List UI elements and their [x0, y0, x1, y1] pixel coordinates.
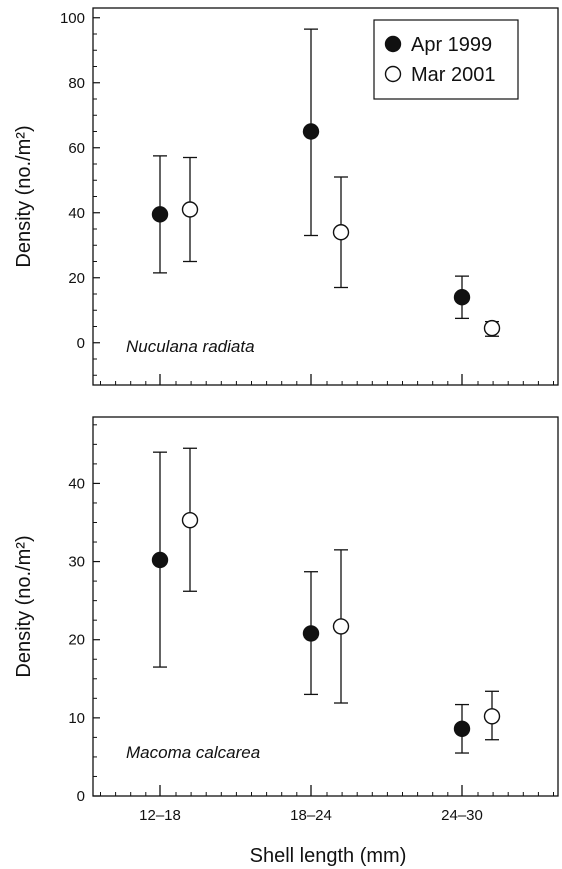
data-point-apr-1999	[302, 625, 320, 642]
y-tick-label: 80	[68, 75, 85, 92]
nuculana-panel: 0 20 40 60 80 100 Density (no./m²) Nuculana rad…	[13, 7, 559, 386]
data-point-apr-1999	[302, 123, 320, 140]
y-tick-label: 100	[60, 10, 85, 27]
data-point-mar-2001	[181, 201, 199, 218]
macoma-panel: 0 10 20 30 40 12–18 18–24 24–30 Density (no./m²)…	[13, 416, 559, 824]
x-axis-title: Shell length (mm)	[250, 845, 407, 867]
data-point-apr-1999	[453, 289, 471, 306]
y-tick-label: 40	[68, 475, 85, 492]
y-axis-title: Density (no./m²)	[13, 535, 35, 677]
legend-marker-apr-1999	[384, 35, 402, 53]
legend-box	[373, 19, 519, 100]
plot-frame	[92, 416, 559, 797]
legend-marker-mar-2001	[384, 65, 402, 83]
y-axis-title: Density (no./m²)	[13, 125, 35, 267]
legend-label: Apr 1999	[411, 34, 492, 56]
y-tick-label: 10	[68, 710, 85, 727]
data-point-mar-2001	[483, 708, 501, 725]
y-tick-label: 20	[68, 270, 85, 287]
y-tick-label: 40	[68, 205, 85, 222]
x-tick-label: 18–24	[290, 807, 332, 824]
legend-label: Mar 2001	[411, 64, 496, 86]
y-tick-label: 0	[77, 335, 85, 352]
data-point-mar-2001	[332, 618, 350, 635]
data-point-apr-1999	[453, 720, 471, 737]
y-tick-label: 20	[68, 632, 85, 649]
x-tick-label: 12–18	[139, 807, 181, 824]
data-point-mar-2001	[181, 511, 199, 529]
x-tick-label: 24–30	[441, 807, 483, 824]
species-label: Macoma calcarea	[126, 743, 260, 762]
data-point-apr-1999	[151, 551, 169, 569]
data-point-mar-2001	[332, 224, 350, 241]
data-point-apr-1999	[151, 206, 169, 223]
y-tick-label: 60	[68, 140, 85, 157]
data-point-mar-2001	[483, 319, 501, 337]
y-tick-label: 0	[77, 788, 85, 805]
species-label: Nuculana radiata	[126, 337, 255, 356]
y-tick-label: 30	[68, 554, 85, 571]
